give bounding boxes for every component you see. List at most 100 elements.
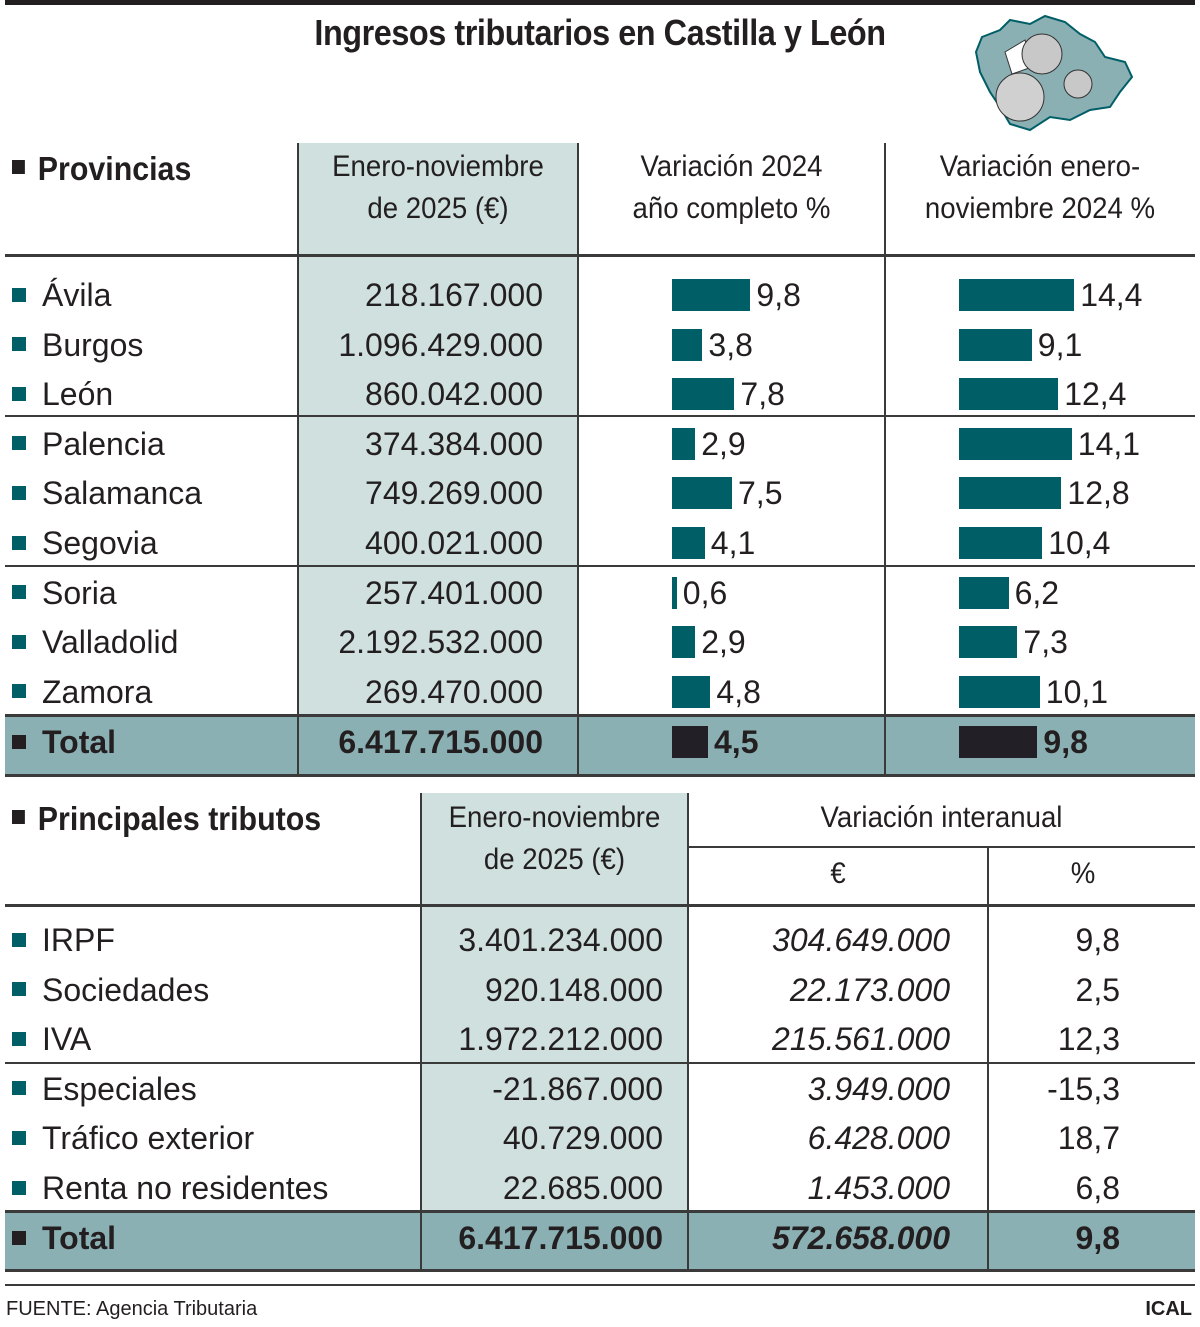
amount: 6.417.715.000 bbox=[338, 724, 543, 760]
var-pct: 2,5 bbox=[1075, 971, 1120, 1008]
label-var-year: 2,9 bbox=[701, 624, 746, 661]
row-name: Burgos bbox=[12, 320, 143, 370]
amount: 749.269.000 bbox=[365, 475, 543, 512]
row-name: Segovia bbox=[12, 518, 158, 568]
row-name: Total bbox=[12, 1213, 116, 1263]
bar-var-year bbox=[672, 576, 677, 609]
amount: 269.470.000 bbox=[365, 673, 543, 710]
row-name: IRPF bbox=[12, 915, 115, 965]
bar-var-jan-nov bbox=[959, 675, 1040, 708]
total-row: Total 6.417.715.000 572.658.000 9,8 bbox=[0, 1213, 1200, 1263]
total-row: Total 6.417.715.000 4,5 9,8 bbox=[0, 717, 1200, 767]
var-eur: 215.561.000 bbox=[772, 1021, 950, 1058]
table-row: Segovia 400.021.000 4,1 10,4 bbox=[0, 518, 1200, 568]
label-var-year: 0,6 bbox=[682, 574, 728, 611]
row-name: Ávila bbox=[12, 270, 111, 320]
table-row: IVA 1.972.212.000 215.561.000 12,3 bbox=[0, 1014, 1200, 1064]
header-var-jan-nov: Variación enero-noviembre 2024 % bbox=[924, 150, 1156, 225]
var-eur: 6.428.000 bbox=[807, 1120, 950, 1157]
var-pct: 9,8 bbox=[1075, 922, 1120, 958]
table-row: Valladolid 2.192.532.000 2,9 7,3 bbox=[0, 617, 1200, 667]
row-name: Renta no residentes bbox=[12, 1163, 328, 1213]
label-var-year: 3,8 bbox=[708, 326, 753, 363]
bar-var-jan-nov bbox=[959, 576, 1009, 609]
section-title-provincias: Provincias bbox=[12, 150, 191, 188]
highlight-column bbox=[421, 793, 688, 1212]
label-var-jan-nov: 10,4 bbox=[1048, 525, 1111, 561]
var-pct: 6,8 bbox=[1075, 1170, 1120, 1206]
bar-var-jan-nov bbox=[959, 427, 1072, 460]
label-var-year: 7,8 bbox=[740, 376, 785, 413]
label-var-jan-nov: 14,4 bbox=[1080, 277, 1143, 313]
var-pct: -15,3 bbox=[1047, 1070, 1120, 1107]
row-name: Especiales bbox=[12, 1064, 197, 1114]
label-var-jan-nov: 9,1 bbox=[1037, 326, 1083, 363]
bar-var-jan-nov bbox=[959, 726, 1038, 758]
table-row: Salamanca 749.269.000 7,5 12,8 bbox=[0, 468, 1200, 518]
header-amount: Enero-noviembre de 2025 (€) bbox=[448, 801, 661, 876]
var-eur: 22.173.000 bbox=[789, 971, 950, 1008]
var-pct: 18,7 bbox=[1057, 1120, 1120, 1157]
var-eur: 3.949.000 bbox=[807, 1070, 950, 1107]
row-name: Zamora bbox=[12, 667, 152, 717]
bar-var-year bbox=[672, 527, 705, 559]
var-eur: 1.453.000 bbox=[807, 1170, 950, 1206]
bar-var-jan-nov bbox=[959, 378, 1059, 411]
var-eur: 572.658.000 bbox=[772, 1220, 950, 1256]
label-var-year: 4,5 bbox=[714, 724, 759, 760]
var-pct: 12,3 bbox=[1057, 1021, 1120, 1058]
highlight-column bbox=[298, 143, 578, 715]
header-variacion-interanual: Variación interanual bbox=[820, 801, 1063, 834]
label-var-year: 4,1 bbox=[710, 525, 756, 561]
label-var-jan-nov: 10,1 bbox=[1045, 673, 1109, 710]
var-eur: 304.649.000 bbox=[772, 922, 950, 958]
bar-var-year bbox=[672, 427, 696, 460]
label-var-jan-nov: 12,8 bbox=[1067, 475, 1130, 512]
amount: 257.401.000 bbox=[365, 574, 543, 611]
amount: 1.096.429.000 bbox=[338, 326, 543, 363]
table-row: Burgos 1.096.429.000 3,8 9,1 bbox=[0, 320, 1200, 370]
bar-var-year bbox=[672, 378, 735, 411]
table-row: Zamora 269.470.000 4,8 10,1 bbox=[0, 667, 1200, 717]
header-eur: € bbox=[830, 857, 846, 890]
row-name: Valladolid bbox=[12, 617, 178, 667]
table-row: Ávila 218.167.000 9,8 14,4 bbox=[0, 270, 1200, 320]
row-name: Soria bbox=[12, 568, 117, 618]
amount: 40.729.000 bbox=[502, 1120, 663, 1157]
page-title: Ingresos tributarios en Castilla y León bbox=[314, 12, 886, 53]
header-pct: % bbox=[1070, 857, 1096, 890]
label-var-jan-nov: 9,8 bbox=[1043, 724, 1088, 760]
bar-var-year bbox=[672, 279, 751, 311]
row-name: León bbox=[12, 369, 113, 419]
bar-var-year bbox=[672, 477, 732, 510]
amount: 374.384.000 bbox=[365, 425, 543, 462]
amount: 2.192.532.000 bbox=[338, 624, 543, 661]
row-name: Tráfico exterior bbox=[12, 1113, 254, 1163]
amount: 218.167.000 bbox=[365, 277, 543, 313]
amount: 860.042.000 bbox=[365, 376, 543, 413]
table-row: Sociedades 920.148.000 22.173.000 2,5 bbox=[0, 965, 1200, 1015]
credit-text: ICAL bbox=[1145, 1298, 1192, 1320]
table-row: Soria 257.401.000 0,6 6,2 bbox=[0, 568, 1200, 618]
amount: 1.972.212.000 bbox=[458, 1021, 663, 1058]
bar-var-jan-nov bbox=[959, 279, 1075, 311]
amount: 6.417.715.000 bbox=[458, 1220, 663, 1256]
var-pct: 9,8 bbox=[1075, 1220, 1120, 1256]
row-name: Salamanca bbox=[12, 468, 202, 518]
label-var-year: 4,8 bbox=[716, 673, 761, 710]
amount: -21.867.000 bbox=[492, 1070, 663, 1107]
source-text: FUENTE: Agencia Tributaria bbox=[6, 1298, 258, 1320]
label-var-year: 7,5 bbox=[738, 475, 783, 512]
bar-var-jan-nov bbox=[959, 328, 1032, 361]
label-var-year: 9,8 bbox=[756, 277, 801, 313]
table-row: Tráfico exterior 40.729.000 6.428.000 18,7 bbox=[0, 1113, 1200, 1163]
label-var-year: 2,9 bbox=[701, 425, 746, 462]
bar-var-year bbox=[672, 726, 708, 758]
table-row: León 860.042.000 7,8 12,4 bbox=[0, 369, 1200, 419]
bar-var-year bbox=[672, 675, 711, 708]
table-row: IRPF 3.401.234.000 304.649.000 9,8 bbox=[0, 915, 1200, 965]
header-var-year: Variación 2024 año completo % bbox=[632, 150, 831, 225]
row-name: Total bbox=[12, 717, 116, 767]
table-row: Especiales -21.867.000 3.949.000 -15,3 bbox=[0, 1064, 1200, 1114]
header-amount: Enero-noviembre de 2025 (€) bbox=[332, 150, 544, 225]
